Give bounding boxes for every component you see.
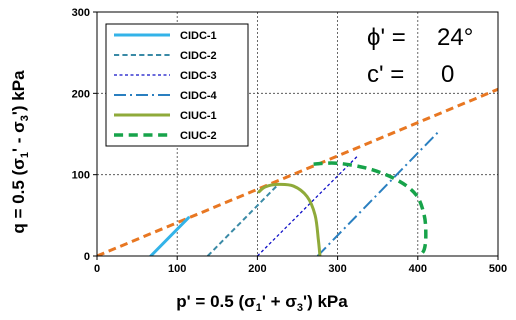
legend: CIDC-1 CIDC-2 CIDC-3 CIDC-4 CIUC-1 CIUC-2 bbox=[105, 23, 249, 147]
x-axis-title-part-1: p' = 0.5 (σ bbox=[176, 292, 256, 311]
x-axis-title-part-3: ') kPa bbox=[303, 292, 348, 311]
x-tick-label: 500 bbox=[489, 263, 507, 275]
series-line-cidc-1 bbox=[149, 216, 190, 256]
strength-parameters: ϕ' = 24° c' = 0 bbox=[367, 24, 473, 88]
legend-label-cidc-4: CIDC-4 bbox=[180, 90, 218, 102]
y-tick-label: 200 bbox=[72, 88, 90, 100]
y-axis-title-sub-1: 1 bbox=[19, 152, 31, 158]
x-tick-label: 300 bbox=[328, 263, 346, 275]
cohesion-label: c' = bbox=[367, 61, 404, 88]
y-tick-label: 100 bbox=[72, 170, 90, 182]
series-line-failure-envelope bbox=[97, 87, 498, 256]
y-axis-title-part-3: ') bbox=[9, 101, 28, 115]
x-axis-title-sub-1: 1 bbox=[256, 302, 262, 314]
series-line-ciuc-1 bbox=[257, 182, 322, 256]
x-tick-label: 200 bbox=[248, 263, 266, 275]
x-axis-title-part-2: ' + σ bbox=[262, 292, 297, 311]
phi-value: 24° bbox=[437, 24, 473, 51]
legend-box bbox=[105, 23, 249, 147]
plot-frame bbox=[96, 11, 499, 257]
legend-label-cidc-2: CIDC-2 bbox=[180, 50, 217, 62]
y-axis-title-sub-2: 3 bbox=[19, 115, 31, 121]
phi-label: ϕ' = bbox=[367, 24, 406, 51]
tick-labels: 0 100 200 300 400 500 0 100 200 300 bbox=[72, 7, 508, 275]
series-group bbox=[97, 87, 498, 256]
x-axis-title-sub-2: 3 bbox=[297, 302, 303, 314]
legend-label-ciuc-2: CIUC-2 bbox=[180, 130, 217, 142]
y-tick-label: 0 bbox=[84, 251, 90, 263]
series-line-ciuc-2 bbox=[313, 161, 428, 256]
x-tick-label: 400 bbox=[409, 263, 427, 275]
x-tick-label: 100 bbox=[168, 263, 186, 275]
x-axis-title: p' = 0.5 (σ1' + σ3') kPa bbox=[176, 292, 348, 314]
series-line-cidc-4 bbox=[316, 130, 441, 256]
legend-label-ciuc-1: CIUC-1 bbox=[180, 110, 217, 122]
x-tick-label: 0 bbox=[94, 263, 100, 275]
y-axis-title-part-1: q = 0.5 (σ bbox=[9, 158, 28, 234]
legend-label-cidc-3: CIDC-3 bbox=[180, 70, 217, 82]
y-axis-title-unit: kPa bbox=[9, 70, 28, 101]
series-line-cidc-3 bbox=[256, 154, 359, 256]
y-axis-title: q = 0.5 (σ1' - σ3') kPa bbox=[9, 70, 31, 234]
y-tick-label: 300 bbox=[72, 7, 90, 19]
legend-label-cidc-1: CIDC-1 bbox=[180, 30, 217, 42]
y-axis-title-part-2: ' - σ bbox=[9, 121, 28, 152]
cohesion-value: 0 bbox=[441, 61, 454, 88]
